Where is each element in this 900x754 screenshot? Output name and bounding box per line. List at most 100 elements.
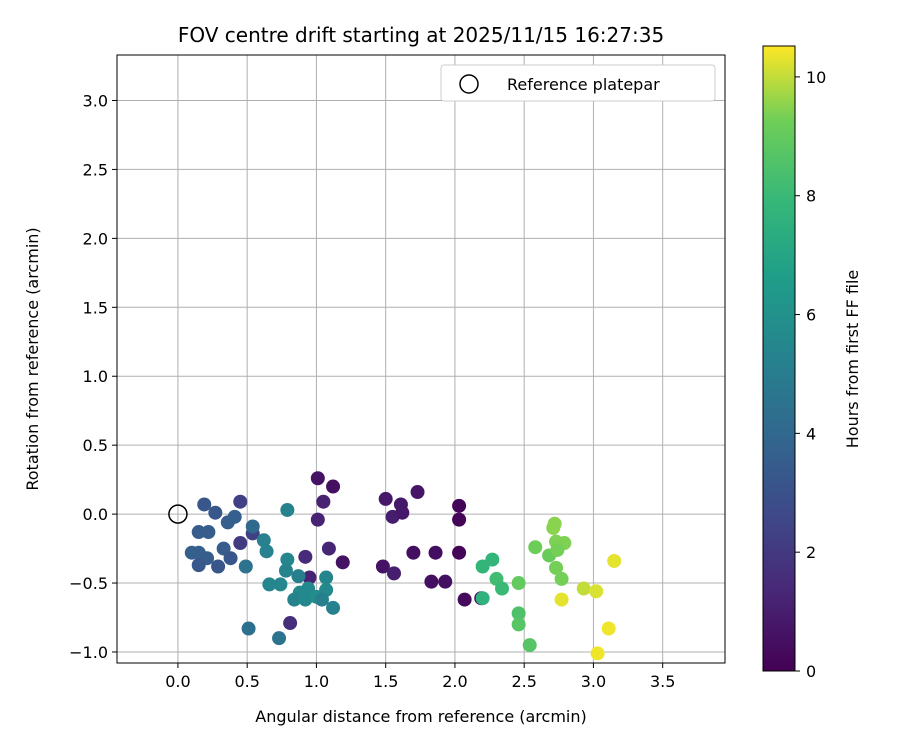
legend: Reference platepar bbox=[440, 64, 716, 102]
y-tick-label: 0.5 bbox=[83, 436, 108, 455]
data-point bbox=[607, 553, 622, 568]
data-point bbox=[310, 512, 325, 527]
reference-platepar-marker bbox=[168, 504, 188, 524]
data-point bbox=[262, 577, 277, 592]
colorbar: 0 2 4 6 8 10 Hours from first FF file bbox=[762, 45, 862, 681]
data-point bbox=[201, 525, 216, 540]
data-point bbox=[475, 591, 490, 606]
data-point bbox=[273, 577, 288, 592]
data-point bbox=[316, 494, 331, 509]
data-point bbox=[452, 545, 467, 560]
data-point bbox=[549, 560, 564, 575]
colorbar-tick-label: 0 bbox=[806, 662, 816, 681]
colorbar-tick-label: 8 bbox=[806, 187, 816, 206]
y-tick-label: −1.0 bbox=[69, 643, 108, 662]
colorbar-label: Hours from first FF file bbox=[843, 270, 862, 449]
data-point bbox=[326, 479, 341, 494]
colorbar-tick-label: 10 bbox=[806, 68, 826, 87]
data-point bbox=[310, 471, 325, 486]
data-point bbox=[395, 505, 410, 520]
data-point bbox=[216, 541, 231, 556]
data-point bbox=[475, 559, 490, 574]
data-point bbox=[233, 494, 248, 509]
data-point bbox=[314, 592, 329, 607]
data-point bbox=[291, 569, 306, 584]
data-point bbox=[223, 551, 238, 566]
data-point bbox=[259, 544, 274, 559]
data-point bbox=[546, 520, 561, 535]
data-point bbox=[452, 512, 467, 527]
data-point bbox=[191, 558, 206, 573]
data-point bbox=[485, 552, 500, 567]
data-point bbox=[386, 566, 401, 581]
data-point bbox=[256, 533, 271, 548]
data-point bbox=[280, 502, 295, 517]
data-point bbox=[495, 581, 510, 596]
data-point bbox=[375, 559, 390, 574]
data-point bbox=[550, 542, 565, 557]
y-tick-label: 1.5 bbox=[83, 298, 108, 317]
data-point bbox=[197, 497, 212, 512]
data-point bbox=[211, 559, 226, 574]
legend-reference-marker bbox=[459, 74, 479, 94]
data-point bbox=[272, 631, 287, 646]
y-tick-label: 1.0 bbox=[83, 367, 108, 386]
data-points bbox=[168, 471, 622, 661]
x-tick-label: 3.0 bbox=[581, 672, 606, 691]
data-point bbox=[326, 600, 341, 615]
legend-entry: Reference platepar bbox=[507, 75, 660, 94]
data-point bbox=[321, 541, 336, 556]
data-point bbox=[424, 574, 439, 589]
x-tick-label: 0.0 bbox=[165, 672, 190, 691]
data-point bbox=[335, 555, 350, 570]
data-point bbox=[511, 576, 526, 591]
data-point bbox=[589, 584, 604, 599]
data-point bbox=[298, 592, 313, 607]
x-tick-label: 0.5 bbox=[234, 672, 259, 691]
data-point bbox=[238, 559, 253, 574]
x-axis-ticks: 0.0 0.5 1.0 1.5 2.0 2.5 3.0 3.5 bbox=[165, 663, 675, 691]
y-tick-label: −0.5 bbox=[69, 574, 108, 593]
data-point bbox=[280, 552, 295, 567]
data-point bbox=[283, 616, 298, 631]
x-tick-label: 3.5 bbox=[650, 672, 675, 691]
chart-title: FOV centre drift starting at 2025/11/15 … bbox=[178, 23, 664, 47]
y-tick-label: 0.0 bbox=[83, 505, 108, 524]
x-tick-label: 2.0 bbox=[442, 672, 467, 691]
data-point bbox=[410, 485, 425, 500]
x-tick-label: 2.5 bbox=[511, 672, 536, 691]
data-point bbox=[227, 509, 242, 524]
data-point bbox=[511, 606, 526, 621]
y-axis-label: Rotation from reference (arcmin) bbox=[23, 227, 42, 490]
data-point bbox=[601, 621, 616, 636]
x-axis-label: Angular distance from reference (arcmin) bbox=[255, 707, 586, 726]
data-point bbox=[554, 571, 569, 586]
data-point bbox=[233, 536, 248, 551]
data-point bbox=[245, 519, 260, 534]
legend-box bbox=[440, 64, 716, 102]
colorbar-tick-label: 4 bbox=[806, 424, 816, 443]
data-point bbox=[406, 545, 421, 560]
y-tick-label: 2.0 bbox=[83, 229, 108, 248]
data-point bbox=[208, 505, 223, 520]
colorbar-tick-label: 6 bbox=[806, 306, 816, 325]
data-point bbox=[511, 617, 526, 632]
y-axis-ticks: −1.0 −0.5 0.0 0.5 1.0 1.5 2.0 2.5 3.0 bbox=[69, 91, 117, 662]
data-point bbox=[278, 563, 293, 578]
y-tick-label: 3.0 bbox=[83, 91, 108, 110]
data-point bbox=[438, 574, 453, 589]
data-point bbox=[428, 545, 443, 560]
data-point bbox=[241, 621, 256, 636]
x-tick-label: 1.5 bbox=[373, 672, 398, 691]
y-tick-label: 2.5 bbox=[83, 160, 108, 179]
data-point bbox=[319, 570, 334, 585]
data-point bbox=[452, 498, 467, 513]
data-point bbox=[298, 549, 313, 564]
colorbar-ticks: 0 2 4 6 8 10 bbox=[795, 68, 826, 681]
grid-lines bbox=[117, 55, 725, 663]
data-point bbox=[528, 540, 543, 555]
data-point bbox=[287, 592, 302, 607]
data-point bbox=[457, 592, 472, 607]
